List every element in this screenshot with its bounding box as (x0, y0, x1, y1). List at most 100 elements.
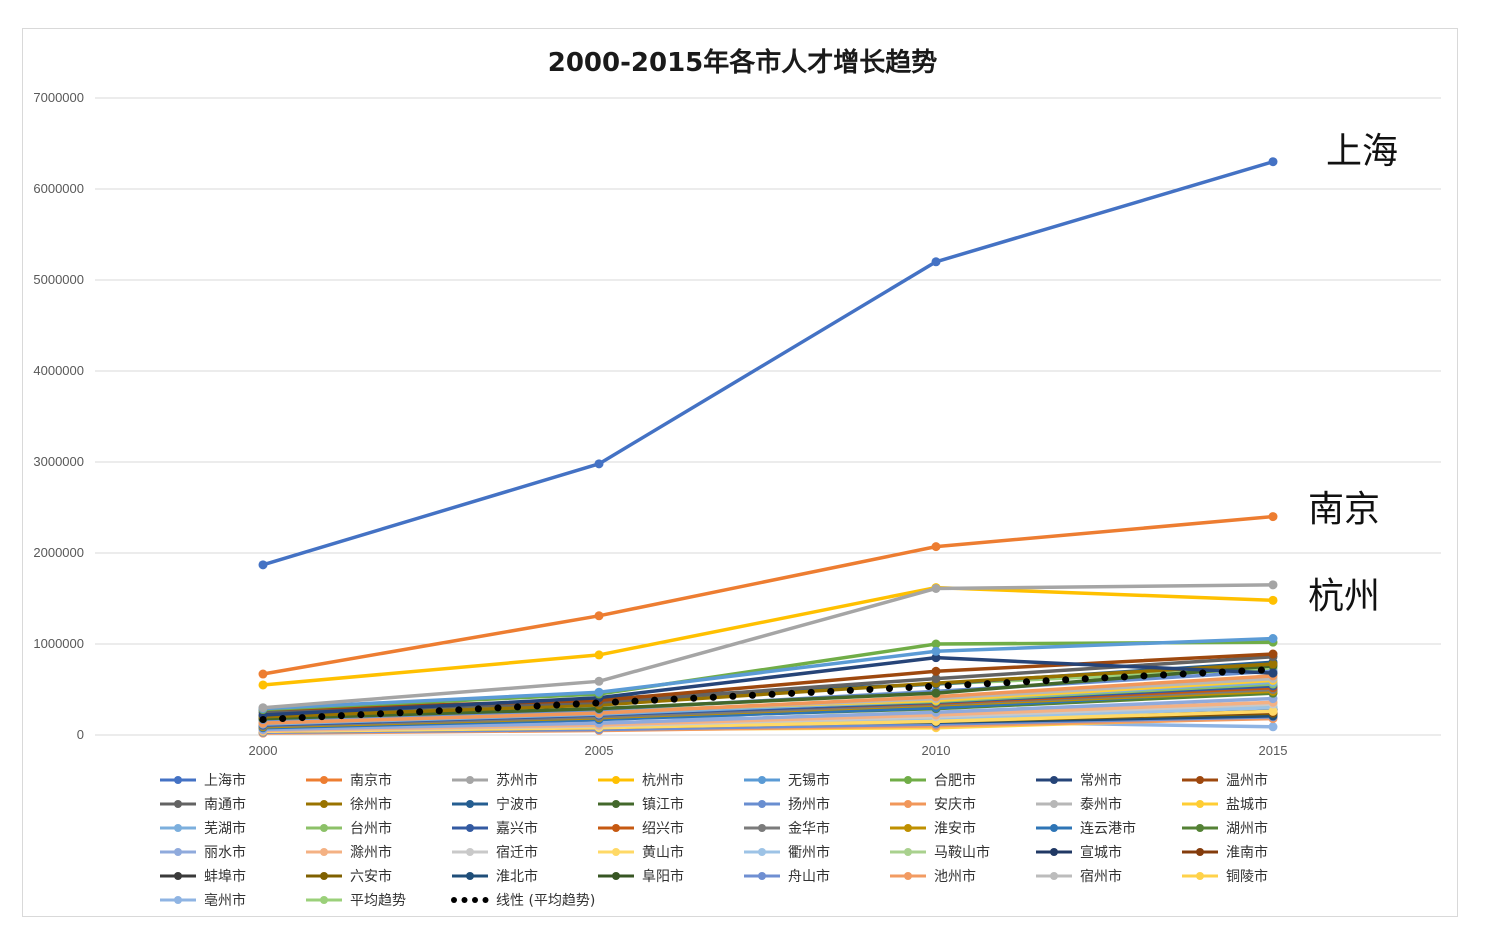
data-point (931, 688, 941, 698)
data-point (1268, 634, 1278, 644)
legend-swatch (452, 872, 488, 880)
legend-item: 淮安市 (888, 816, 976, 840)
y-tick-label: 5000000 (33, 272, 84, 287)
data-point (931, 653, 941, 663)
data-point (931, 257, 941, 267)
legend-item: 宿州市 (1034, 864, 1122, 888)
legend-label: 无锡市 (788, 773, 830, 789)
legend-swatch (744, 824, 780, 832)
legend-swatch (1036, 776, 1072, 784)
legend-item: 嘉兴市 (450, 816, 538, 840)
legend-label: 舟山市 (788, 869, 830, 885)
legend-swatch (160, 848, 196, 856)
legend-item: 南京市 (304, 768, 392, 792)
legend-label: 宁波市 (496, 797, 538, 813)
legend-swatch (598, 800, 634, 808)
legend-item: 镇江市 (596, 792, 684, 816)
legend-label: 滁州市 (350, 845, 392, 861)
legend-item: 亳州市 (158, 888, 246, 912)
legend-label: 池州市 (934, 869, 976, 885)
annotation-hangzhou: 杭州 (1308, 576, 1381, 617)
legend-label: 铜陵市 (1226, 869, 1268, 885)
legend-item: 扬州市 (742, 792, 830, 816)
legend-swatch (1036, 872, 1072, 880)
legend-label: 连云港市 (1080, 821, 1136, 837)
legend-swatch (451, 897, 489, 903)
chart-title: 2000-2015年各市人才增长趋势 (547, 48, 938, 78)
legend-label: 六安市 (350, 869, 392, 885)
y-tick-label: 0 (77, 727, 84, 742)
legend-item: 宁波市 (450, 792, 538, 816)
legend-label: 泰州市 (1080, 797, 1122, 813)
legend-swatch (1182, 776, 1218, 784)
legend-label: 宿迁市 (496, 845, 538, 861)
series-line (262, 655, 1274, 717)
data-point (1268, 722, 1278, 732)
legend-swatch (1182, 848, 1218, 856)
legend-item: 衢州市 (742, 840, 830, 864)
legend-swatch (1182, 800, 1218, 808)
legend-label: 芜湖市 (204, 821, 246, 837)
legend-label: 阜阳市 (642, 869, 684, 885)
trendline-layer (259, 665, 1277, 724)
data-point (594, 611, 604, 621)
legend-item: 平均趋势 (304, 888, 406, 912)
legend-label: 丽水市 (204, 845, 246, 861)
data-point (1268, 595, 1278, 605)
data-point (594, 676, 604, 686)
legend-swatch (160, 896, 196, 904)
legend-label: 镇江市 (642, 797, 684, 813)
legend-item: 泰州市 (1034, 792, 1122, 816)
legend-swatch (306, 872, 342, 880)
legend-item: 芜湖市 (158, 816, 246, 840)
legend-item: 舟山市 (742, 864, 830, 888)
legend-swatch (744, 872, 780, 880)
data-point (594, 687, 604, 697)
series-line (262, 674, 1274, 725)
x-tick-label: 2015 (1259, 743, 1288, 758)
legend-item: 温州市 (1180, 768, 1268, 792)
legend-item: 连云港市 (1034, 816, 1136, 840)
legend-swatch (452, 800, 488, 808)
legend-swatch (306, 848, 342, 856)
series-line (262, 636, 1274, 711)
data-point (594, 459, 604, 469)
data-point (1268, 157, 1278, 167)
legend-item: 黄山市 (596, 840, 684, 864)
legend-item: 淮南市 (1180, 840, 1268, 864)
legend-item: 六安市 (304, 864, 392, 888)
legend-item: 杭州市 (596, 768, 684, 792)
legend-label: 淮安市 (934, 821, 976, 837)
data-point (1268, 580, 1278, 590)
legend-label: 线性 (平均趋势) (496, 893, 596, 909)
legend-label: 常州市 (1080, 773, 1122, 789)
legend-swatch (598, 872, 634, 880)
legend-item: 南通市 (158, 792, 246, 816)
legend-item: 阜阳市 (596, 864, 684, 888)
data-point (1268, 706, 1278, 716)
legend-swatch (1036, 800, 1072, 808)
legend-label: 杭州市 (642, 773, 684, 789)
legend-item: 绍兴市 (596, 816, 684, 840)
legend-label: 南通市 (204, 797, 246, 813)
legend-label: 淮北市 (496, 869, 538, 885)
legend-item: 台州市 (304, 816, 392, 840)
legend-swatch (1036, 848, 1072, 856)
y-axis-ticks: 0 1000000 2000000 3000000 4000000 5000000 6000… (33, 90, 84, 742)
y-tick-label: 4000000 (33, 363, 84, 378)
legend-label: 温州市 (1226, 773, 1268, 789)
series-苏州市 (258, 580, 1278, 713)
legend-label: 金华市 (788, 821, 830, 837)
legend-swatch (890, 848, 926, 856)
legend-label: 衢州市 (788, 845, 830, 861)
data-point (258, 669, 268, 679)
legend-swatch (598, 824, 634, 832)
data-point (1268, 668, 1278, 678)
legend-label: 嘉兴市 (496, 821, 538, 837)
legend-label: 宿州市 (1080, 869, 1122, 885)
legend-swatch (1036, 824, 1072, 832)
legend-label: 淮南市 (1226, 845, 1268, 861)
legend-label: 黄山市 (642, 845, 684, 861)
data-point (258, 703, 268, 713)
series-line (262, 583, 1274, 710)
